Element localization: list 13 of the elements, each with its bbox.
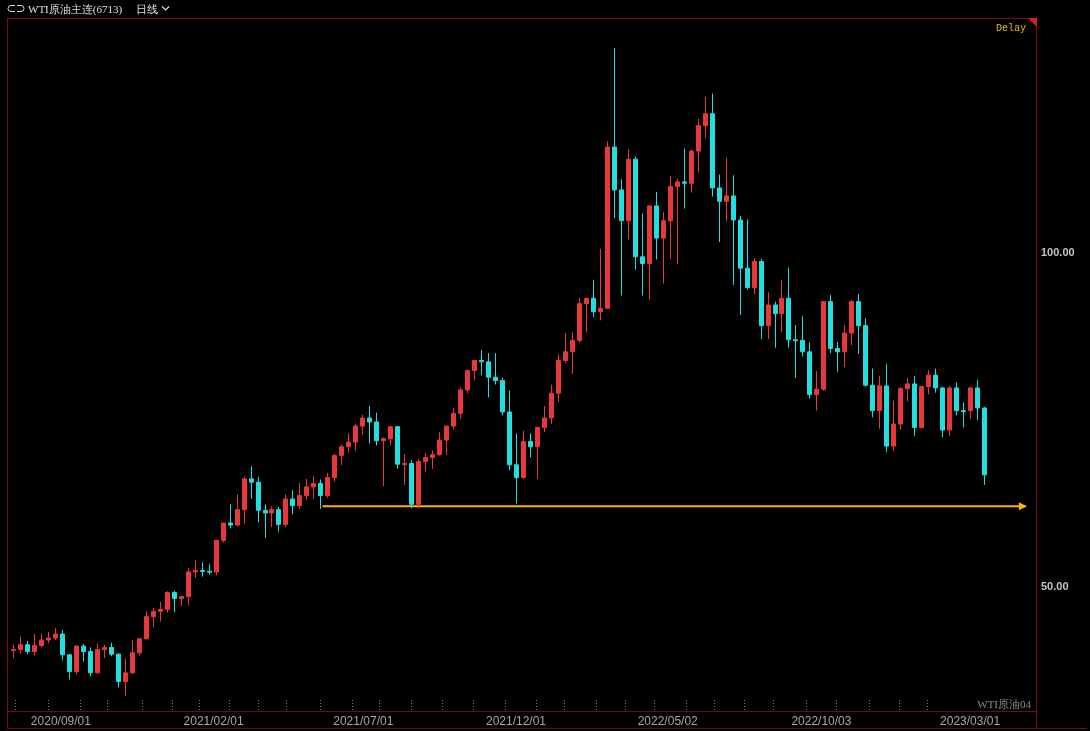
x-tick-label: 2021/12/01 [485,714,547,729]
x-tick-label: 2022/05/02 [637,714,699,729]
x-tick-label: 2023/03/01 [940,714,1001,729]
annotation: WTI原油04 [977,698,1032,710]
x-tick-label: 2020/09/01 [30,714,92,729]
y-tick-label: 100.00 [1041,245,1075,258]
x-tick-label: 2022/10/03 [791,714,852,729]
y-tick-label: 50.00 [1041,580,1069,593]
x-tick-label: 2021/02/01 [183,714,244,729]
x-tick-label: 2021/07/01 [333,714,394,729]
chart-title: WTI原油主连(6713) [28,3,123,16]
annotation: Delay [995,23,1026,34]
chart-subtitle: 日线 [136,3,159,15]
